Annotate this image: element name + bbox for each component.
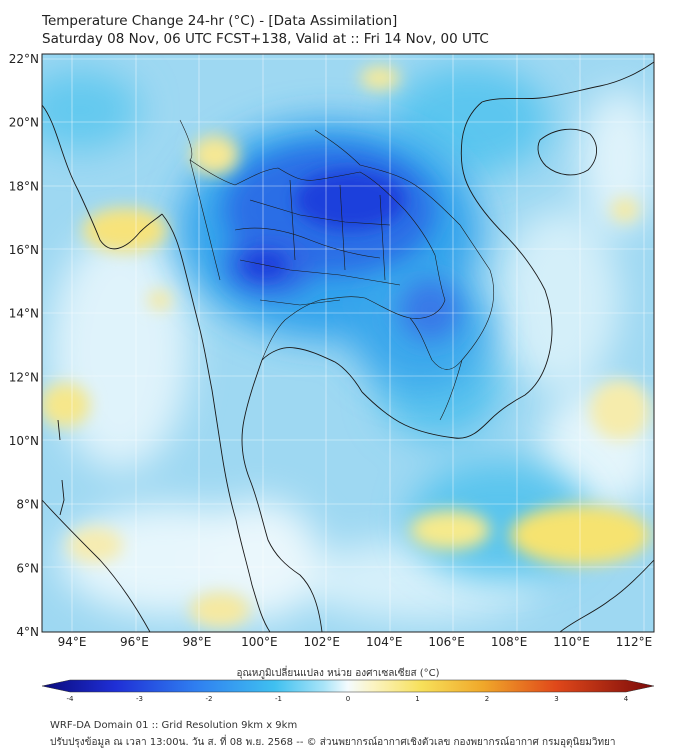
colorbar-ticks: -4 -3 -2 -1 0 1 2 3 4 <box>67 695 629 703</box>
colorbar-tick-label: -1 <box>275 695 282 703</box>
lon-label: 112°E <box>616 635 653 649</box>
temperature-field <box>42 54 654 632</box>
map-subtitle: Saturday 08 Nov, 06 UTC FCST+138, Valid … <box>42 31 489 47</box>
colorbar-tick-label: -4 <box>67 695 75 703</box>
coastlines <box>42 61 654 632</box>
lat-label: 12°N <box>9 370 39 384</box>
lon-label: 106°E <box>428 635 465 649</box>
longitude-labels: 94°E 96°E 98°E 100°E 102°E 104°E 106°E 108°E 110… <box>58 635 653 649</box>
footer-model-info: WRF-DA Domain 01 :: Grid Resolution 9km … <box>50 720 298 731</box>
lat-label: 14°N <box>9 307 39 321</box>
lon-label: 98°E <box>182 635 211 649</box>
lat-label: 20°N <box>9 116 39 130</box>
latitude-labels: 22°N 20°N 18°N 16°N 14°N 12°N 10°N 8°N 6°N 4°N <box>9 52 39 639</box>
borders <box>179 119 495 421</box>
lat-label: 16°N <box>9 243 39 257</box>
colorbar: -4 -3 -2 -1 0 1 2 3 4 <box>41 679 655 703</box>
colorbar-tick-label: 4 <box>624 695 629 703</box>
lon-label: 102°E <box>304 635 341 649</box>
lat-label: 4°N <box>16 625 39 639</box>
lat-label: 22°N <box>9 52 39 66</box>
lat-label: 18°N <box>9 179 39 193</box>
colorbar-tick-label: 1 <box>415 695 419 703</box>
lon-label: 96°E <box>120 635 149 649</box>
lon-label: 104°E <box>366 635 403 649</box>
lat-label: 10°N <box>9 434 39 448</box>
colorbar-tick-label: 2 <box>485 695 489 703</box>
lon-label: 94°E <box>58 635 87 649</box>
map-title: Temperature Change 24-hr (°C) - [Data As… <box>42 13 398 29</box>
lon-label: 100°E <box>241 635 278 649</box>
colorbar-tick-label: -3 <box>136 695 143 703</box>
graticule <box>42 54 654 632</box>
lat-label: 8°N <box>16 498 39 512</box>
colorbar-caption: อุณหภูมิเปลี่ยนแปลง หน่วย องศาเซลเซียส (… <box>236 668 440 679</box>
lat-label: 6°N <box>16 561 39 575</box>
colorbar-tick-label: -2 <box>206 695 213 703</box>
footer-credit: ปรับปรุงข้อมูล ณ เวลา 13:00น. วัน ส. ที่… <box>50 737 616 748</box>
colorbar-bar <box>41 679 655 693</box>
plot-frame <box>41 53 655 633</box>
colorbar-tick-label: 3 <box>554 695 558 703</box>
lon-label: 110°E <box>553 635 590 649</box>
lon-label: 108°E <box>491 635 528 649</box>
colorbar-tick-label: 0 <box>346 695 350 703</box>
